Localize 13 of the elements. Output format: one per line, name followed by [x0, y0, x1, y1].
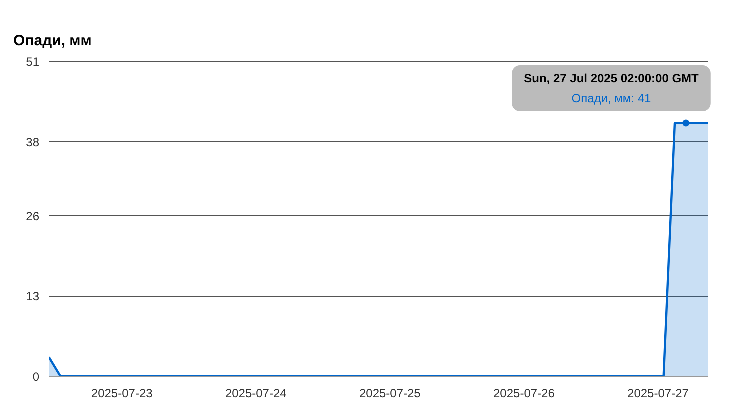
chart-title: Опади, мм: [14, 32, 92, 50]
y-tick-label: 13: [26, 290, 40, 304]
x-tick-label: 2025-07-23: [91, 386, 154, 400]
annotation: Sun, 27 Jul 2025 02:00:00 GMT: [524, 72, 700, 86]
x-tick-label: 2025-07-24: [225, 386, 288, 400]
x-tick-label: 2025-07-25: [359, 386, 422, 400]
annotation: Опади, мм: 41: [572, 92, 652, 106]
y-tick-label: 51: [26, 55, 40, 69]
y-tick-label: 26: [26, 209, 40, 224]
y-tick-label: 38: [26, 135, 40, 150]
y-tick-label: 0: [32, 370, 40, 384]
x-tick-label: 2025-07-27: [628, 386, 690, 400]
x-tick-label: 2025-07-26: [494, 386, 556, 400]
